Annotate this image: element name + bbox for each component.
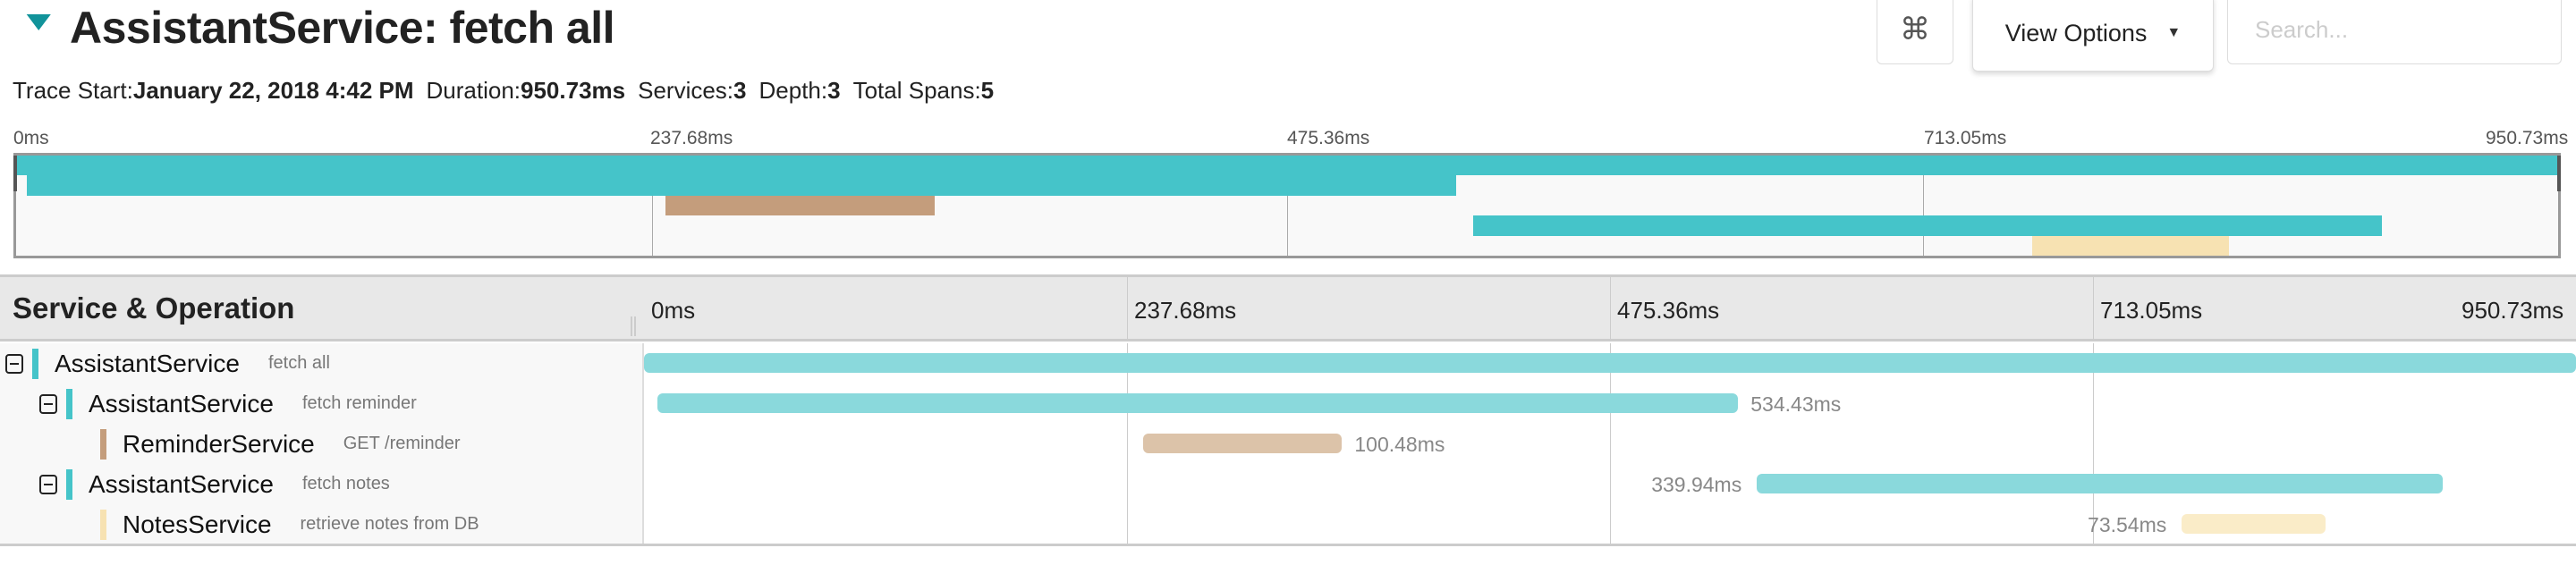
service-name: AssistantService [89,389,274,417]
meta-value: 5 [980,77,995,104]
meta-item: Total Spans:5 [853,77,995,104]
span-row[interactable]: NotesService retrieve notes from DB [0,504,479,544]
service-name: NotesService [123,510,272,538]
timeline-tick-label: 713.05ms [2100,297,2203,324]
operation-name: fetch reminder [301,393,417,413]
meta-label: Duration: [426,77,521,104]
page-title: AssistantService: fetch all [70,3,615,53]
service-name: AssistantService [89,469,274,498]
meta-label: Services: [638,77,734,104]
service-color-swatch [100,428,106,460]
minimap-tick-label: 475.36ms [1287,128,1370,148]
minimap-span-bar [16,156,2558,176]
minimap-span-bar [26,175,1456,196]
meta-item: Duration:950.73ms [427,77,626,104]
span-row[interactable]: AssistantService fetch all [0,343,330,384]
trace-minimap[interactable] [13,153,2561,258]
meta-item: Trace Start:January 22, 2018 4:42 PM [13,77,414,104]
meta-label: Depth: [758,77,828,104]
meta-value: 3 [827,77,841,104]
timeline-tick-label: 237.68ms [1134,297,1237,324]
span-bar[interactable] [657,393,1739,413]
minimap-gridline [1287,156,1288,256]
operation-name: GET /reminder [343,434,461,453]
minimap-span-bar [665,195,935,216]
span-duration-label: 73.54ms [2088,513,2167,536]
timeline-gridline [1610,343,1611,544]
meta-value: 950.73ms [521,77,626,104]
collapse-toggle-icon[interactable] [39,393,57,414]
service-name: AssistantService [55,349,240,377]
meta-label: Trace Start: [13,77,133,104]
minimap-left-handle[interactable] [13,156,17,191]
column-resize-handle[interactable] [631,316,636,336]
timeline-tick-label: 0ms [651,297,696,324]
meta-item: Services:3 [638,77,746,104]
service-color-swatch [100,509,106,540]
minimap-right-handle[interactable] [2557,156,2561,191]
service-color-swatch [66,468,72,500]
collapse-trace-icon[interactable]: ⯆ [21,5,56,43]
column-title: Service & Operation [13,291,295,325]
view-options-label: View Options [2004,19,2148,46]
span-row[interactable]: AssistantService fetch reminder [0,384,417,424]
operation-name: fetch all [267,353,330,373]
header-gridline [2093,277,2094,342]
span-bar[interactable] [1757,474,2443,493]
operation-name: fetch notes [301,474,390,493]
meta-value: January 22, 2018 4:42 PM [132,77,414,104]
span-row[interactable]: ReminderService GET /reminder [0,424,461,464]
span-duration-label: 534.43ms [1750,392,1842,416]
caret-down-icon: ▼ [2166,25,2182,40]
collapse-toggle-icon[interactable] [39,474,57,494]
service-column: AssistantService fetch all AssistantServic… [0,343,644,544]
span-duration-label: 100.48ms [1354,433,1445,456]
view-options-button[interactable]: View Options ▼ [1972,0,2214,72]
minimap-tick-label: 0ms [13,128,49,148]
timeline-gridline [2093,343,2094,544]
meta-value: 3 [733,77,747,104]
span-bar[interactable] [644,353,2576,373]
timeline-tick-label: 475.36ms [1617,297,1720,324]
minimap-gridline [651,156,653,256]
meta-label: Total Spans: [852,77,981,104]
span-rows: AssistantService fetch all AssistantServic… [0,343,2576,546]
span-bar[interactable] [1143,434,1343,453]
minimap-gridline [1922,156,1924,256]
timeline-gridline [1127,343,1128,544]
minimap-tick-label: 950.73ms [2486,128,2569,148]
minimap-tick-label: 237.68ms [650,128,733,148]
minimap-span-bar [2031,235,2229,256]
timeline-header: Service & Operation 0ms 237.68ms 475.36ms 7… [0,274,2576,342]
minimap-tick-label: 713.05ms [1924,128,2007,148]
operation-name: retrieve notes from DB [300,514,479,534]
span-bar[interactable] [2182,514,2326,534]
header-gridline [1610,277,1611,342]
meta-item: Depth:3 [759,77,841,104]
command-icon: ⌘ [1900,13,1930,46]
minimap-span-bar [1473,215,2383,236]
search-input[interactable] [2227,0,2562,64]
span-duration-label: 339.94ms [1651,473,1742,496]
service-name: ReminderService [123,429,315,458]
service-color-swatch [66,388,72,419]
timeline-tick-label: 950.73ms [2462,297,2564,324]
span-row[interactable]: AssistantService fetch notes [0,464,390,504]
collapse-toggle-icon[interactable] [5,353,23,374]
trace-meta: Trace Start:January 22, 2018 4:42 PM Dura… [13,77,1006,105]
service-color-swatch [32,348,38,379]
keyboard-shortcuts-button[interactable]: ⌘ [1877,0,1953,64]
header-gridline [1127,277,1128,342]
